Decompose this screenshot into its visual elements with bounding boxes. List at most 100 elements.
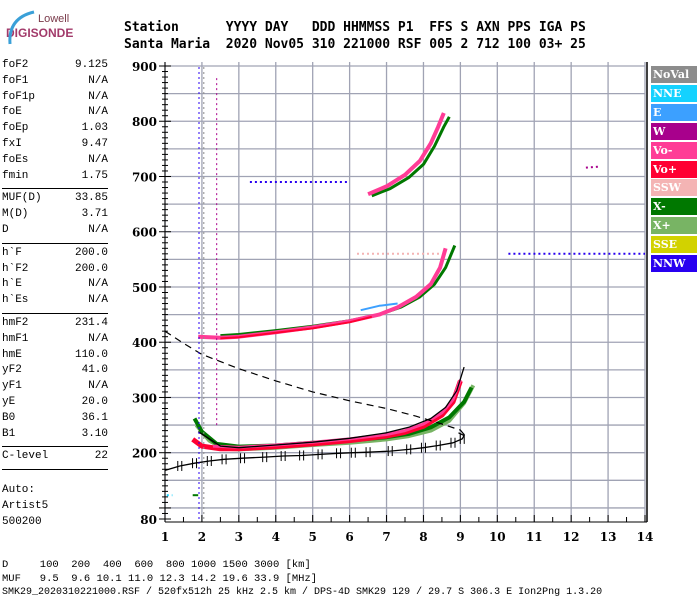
param-value: N/A [88, 74, 108, 87]
header-labels: Station YYYY DAY DDD HHMMSS P1 FFS S AXN… [124, 20, 586, 35]
legend-item: Vo+ [651, 160, 697, 178]
param-value: 41.0 [81, 364, 108, 377]
divider [2, 242, 108, 244]
param-row: hmE 110.0 [2, 349, 108, 361]
param-value: N/A [88, 332, 108, 345]
param-row: foF2 9.125 [2, 59, 108, 71]
y-tick-label: 700 [132, 170, 157, 184]
legend-item: X+ [651, 217, 697, 235]
legend-item: Vo- [651, 141, 697, 159]
header-values: Santa Maria 2020 Nov05 310 221000 RSF 00… [124, 37, 586, 52]
param-value: N/A [88, 153, 108, 166]
divider [2, 188, 108, 190]
trace-fitted-o-trace [197, 366, 465, 449]
param-value: 3.10 [81, 427, 108, 440]
param-name: foF2 [2, 59, 29, 71]
autoscaling-program: Artist5 [2, 500, 49, 512]
param-name: hmF2 [2, 317, 29, 329]
divider [2, 446, 108, 448]
autoscaling-version: 500200 [2, 516, 42, 528]
trace-extrapolated-profile [164, 330, 465, 435]
x-tick-label: 1 [161, 530, 169, 544]
param-row: yE 20.0 [2, 396, 108, 408]
legend-item: NNE [651, 84, 697, 102]
y-tick-label: 900 [132, 60, 157, 74]
trace-vo-3f [367, 112, 446, 197]
y-tick-label: 800 [132, 115, 157, 129]
param-value: N/A [88, 90, 108, 103]
param-name: foF1 [2, 74, 29, 87]
param-row: MUF(D) 33.85 [2, 192, 108, 204]
file-info: SMK29_2020310221000.RSF / 520fx512h 25 k… [2, 587, 603, 598]
x-tick-label: 6 [345, 530, 353, 544]
param-name: B1 [2, 427, 16, 440]
param-name: yE [2, 396, 16, 408]
param-value: N/A [88, 106, 108, 119]
x-tick-label: 12 [563, 530, 580, 544]
param-name: h`E [2, 278, 22, 291]
param-value: 1.03 [81, 122, 108, 135]
param-row: yF1 N/A [2, 380, 108, 392]
param-value: 231.4 [74, 317, 108, 329]
param-row: foF1 N/A [2, 75, 108, 87]
trace-interference-715 [585, 165, 601, 169]
trace-vo-1f [191, 380, 463, 452]
x-tick-label: 10 [489, 530, 506, 544]
trace-x-3f [371, 116, 451, 198]
param-row: yF2 41.0 [2, 364, 108, 376]
x-tick-label: 14 [637, 530, 654, 544]
param-name: foF1p [2, 90, 36, 103]
param-value: 9.47 [81, 138, 108, 150]
param-row: fxI 9.47 [2, 138, 108, 150]
param-name: foE [2, 106, 22, 119]
param-row: D N/A [2, 224, 108, 236]
y-tick-label: 200 [132, 447, 157, 461]
x-tick-label: 3 [235, 530, 243, 544]
legend-item: NNW [651, 255, 697, 272]
param-value: 33.85 [74, 192, 108, 205]
trace-true-height-profile [164, 432, 465, 472]
param-value: N/A [88, 380, 108, 393]
param-row: fmin 1.75 [2, 170, 108, 182]
y-tick-label: 500 [132, 281, 157, 295]
legend-item: W [651, 122, 697, 140]
trace-vo-2f [220, 315, 373, 340]
param-row: foF1p N/A [2, 91, 108, 103]
param-value: 36.1 [81, 411, 108, 424]
x-tick-label: 9 [456, 530, 464, 544]
param-name: yF2 [2, 364, 22, 377]
muf-row: MUF 9.5 9.6 10.1 11.0 12.3 14.2 19.6 33.… [2, 573, 318, 585]
divider [2, 313, 108, 314]
param-value: 110.0 [74, 348, 108, 361]
logo-brand: DIGISONDE [6, 26, 74, 40]
y-tick-label: 600 [132, 226, 157, 240]
param-row: C-level 22 [2, 450, 108, 462]
param-name: hmF1 [2, 332, 29, 345]
param-name: C-level [2, 450, 49, 463]
param-value: 3.71 [81, 208, 108, 221]
param-name: MUF(D) [2, 192, 42, 205]
param-name: h`F [2, 246, 22, 259]
param-row: foE N/A [2, 106, 108, 118]
param-row: B1 3.10 [2, 428, 108, 440]
param-value: 200.0 [74, 246, 108, 259]
x-tick-label: 5 [309, 530, 317, 544]
param-row: B0 36.1 [2, 412, 108, 424]
param-value: 1.75 [81, 169, 108, 182]
y-tick-label: 80 [140, 513, 157, 527]
param-row: foEp 1.03 [2, 122, 108, 134]
legend-item: NoVal [651, 66, 697, 83]
param-row: hmF2 231.4 [2, 317, 108, 329]
trace-vo-2f [198, 247, 448, 340]
legend-item: SSE [651, 236, 697, 254]
param-name: h`Es [2, 294, 29, 307]
param-name: foEp [2, 122, 29, 135]
param-name: yF1 [2, 380, 22, 393]
legend-item: SSW [651, 179, 697, 197]
param-value: 22 [94, 450, 108, 463]
x-tick-label: 4 [272, 530, 280, 544]
param-row: M(D) 3.71 [2, 208, 108, 220]
param-name: foEs [2, 153, 29, 166]
param-value: N/A [88, 224, 108, 236]
